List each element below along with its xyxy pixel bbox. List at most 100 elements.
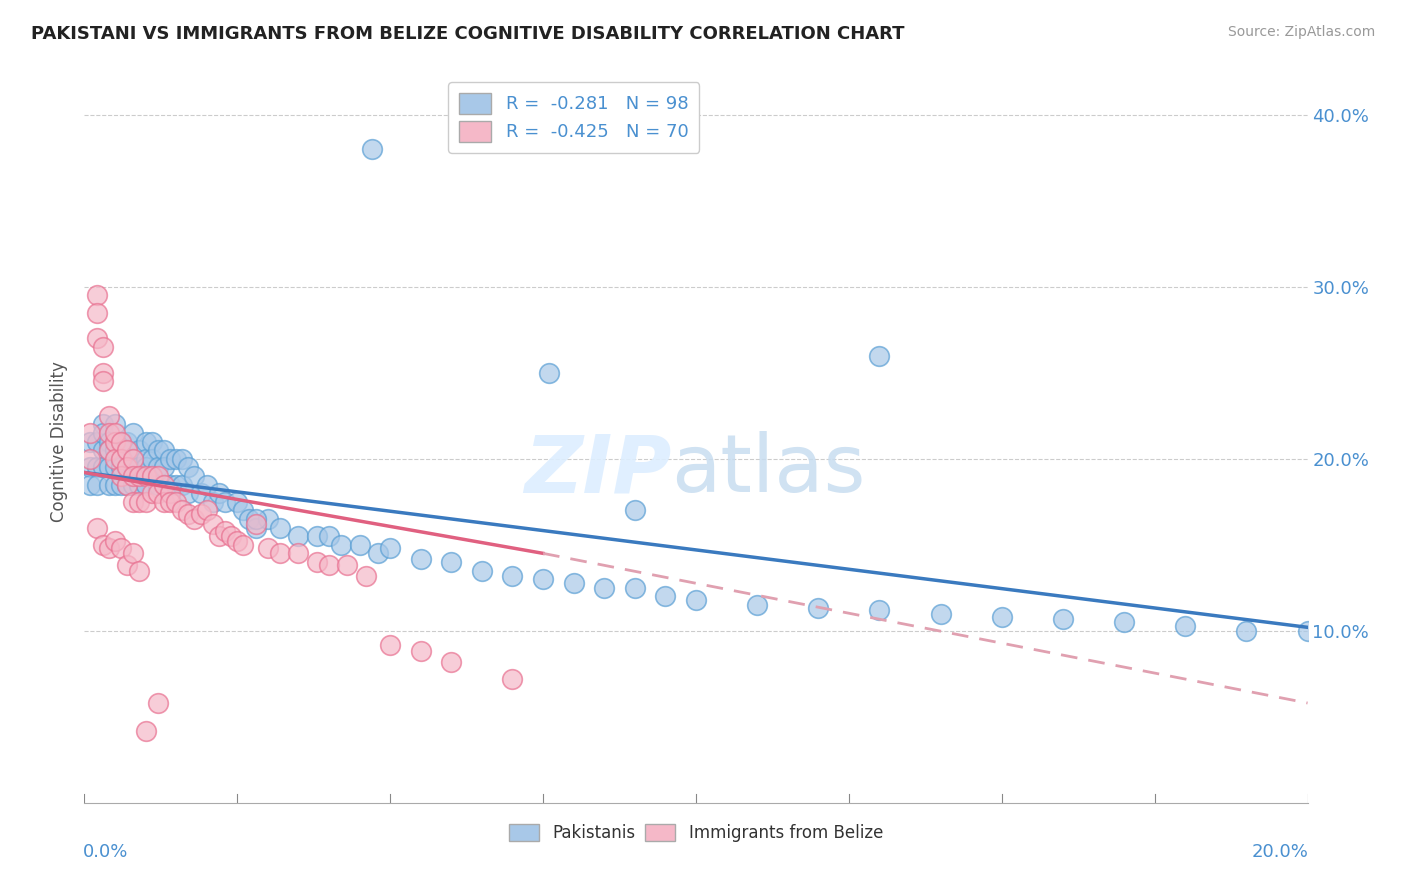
Point xyxy=(115,460,138,475)
Point xyxy=(135,477,157,491)
Point xyxy=(97,443,120,458)
Text: Source: ZipAtlas.com: Source: ZipAtlas.com xyxy=(1227,25,1375,39)
Point xyxy=(79,451,101,466)
Point xyxy=(195,503,218,517)
Point xyxy=(201,517,224,532)
Point xyxy=(562,575,585,590)
Point xyxy=(991,610,1014,624)
Point xyxy=(91,366,114,380)
Point xyxy=(135,723,157,738)
Point xyxy=(86,460,108,475)
Point xyxy=(79,477,101,491)
Point xyxy=(91,417,114,432)
Point xyxy=(135,451,157,466)
Point xyxy=(214,524,236,538)
Point xyxy=(146,460,169,475)
Point xyxy=(190,486,212,500)
Point xyxy=(128,564,150,578)
Point xyxy=(97,477,120,491)
Point xyxy=(172,451,194,466)
Point xyxy=(929,607,952,621)
Point xyxy=(380,638,402,652)
Point xyxy=(128,477,150,491)
Point xyxy=(624,503,647,517)
Point xyxy=(409,551,432,566)
Point xyxy=(122,425,145,440)
Point xyxy=(183,512,205,526)
Point xyxy=(245,517,267,532)
Point xyxy=(269,520,291,534)
Point xyxy=(104,451,127,466)
Point xyxy=(1296,624,1319,638)
Point xyxy=(201,494,224,508)
Point xyxy=(172,477,194,491)
Point xyxy=(110,451,132,466)
Point xyxy=(141,469,163,483)
Point xyxy=(440,555,463,569)
Point xyxy=(91,460,114,475)
Point xyxy=(104,443,127,458)
Point xyxy=(409,644,432,658)
Point xyxy=(115,477,138,491)
Point xyxy=(269,546,291,560)
Point xyxy=(97,541,120,556)
Point xyxy=(257,541,280,556)
Point xyxy=(146,486,169,500)
Point xyxy=(238,512,260,526)
Point xyxy=(245,512,267,526)
Point xyxy=(1174,618,1197,632)
Point xyxy=(153,460,176,475)
Point xyxy=(115,558,138,573)
Point xyxy=(593,581,616,595)
Point xyxy=(141,469,163,483)
Legend: Pakistanis, Immigrants from Belize: Pakistanis, Immigrants from Belize xyxy=(502,817,890,848)
Point xyxy=(110,477,132,491)
Point xyxy=(226,534,249,549)
Point xyxy=(91,375,114,389)
Point xyxy=(318,529,340,543)
Point xyxy=(115,477,138,491)
Point xyxy=(349,538,371,552)
Point xyxy=(502,568,524,582)
Point xyxy=(141,434,163,449)
Point xyxy=(110,469,132,483)
Point xyxy=(115,434,138,449)
Point xyxy=(869,603,891,617)
Point xyxy=(354,568,377,582)
Point xyxy=(122,469,145,483)
Point xyxy=(128,460,150,475)
Point xyxy=(165,477,187,491)
Text: 0.0%: 0.0% xyxy=(83,843,128,861)
Point xyxy=(214,494,236,508)
Point xyxy=(208,486,231,500)
Point xyxy=(502,672,524,686)
Text: PAKISTANI VS IMMIGRANTS FROM BELIZE COGNITIVE DISABILITY CORRELATION CHART: PAKISTANI VS IMMIGRANTS FROM BELIZE COGN… xyxy=(31,25,904,43)
Point xyxy=(86,434,108,449)
Point xyxy=(115,460,138,475)
Point xyxy=(471,564,494,578)
Point xyxy=(104,534,127,549)
Point xyxy=(624,581,647,595)
Point xyxy=(232,503,254,517)
Point xyxy=(104,460,127,475)
Point xyxy=(115,443,138,458)
Point xyxy=(91,443,114,458)
Point xyxy=(153,443,176,458)
Point xyxy=(79,425,101,440)
Point xyxy=(104,425,127,440)
Point xyxy=(110,451,132,466)
Point xyxy=(86,477,108,491)
Point xyxy=(122,546,145,560)
Point xyxy=(440,655,463,669)
Point xyxy=(122,477,145,491)
Point xyxy=(97,460,120,475)
Point xyxy=(110,434,132,449)
Point xyxy=(122,460,145,475)
Point xyxy=(159,451,181,466)
Point xyxy=(122,451,145,466)
Point xyxy=(110,541,132,556)
Point xyxy=(305,529,328,543)
Point xyxy=(226,494,249,508)
Point xyxy=(172,503,194,517)
Point xyxy=(122,451,145,466)
